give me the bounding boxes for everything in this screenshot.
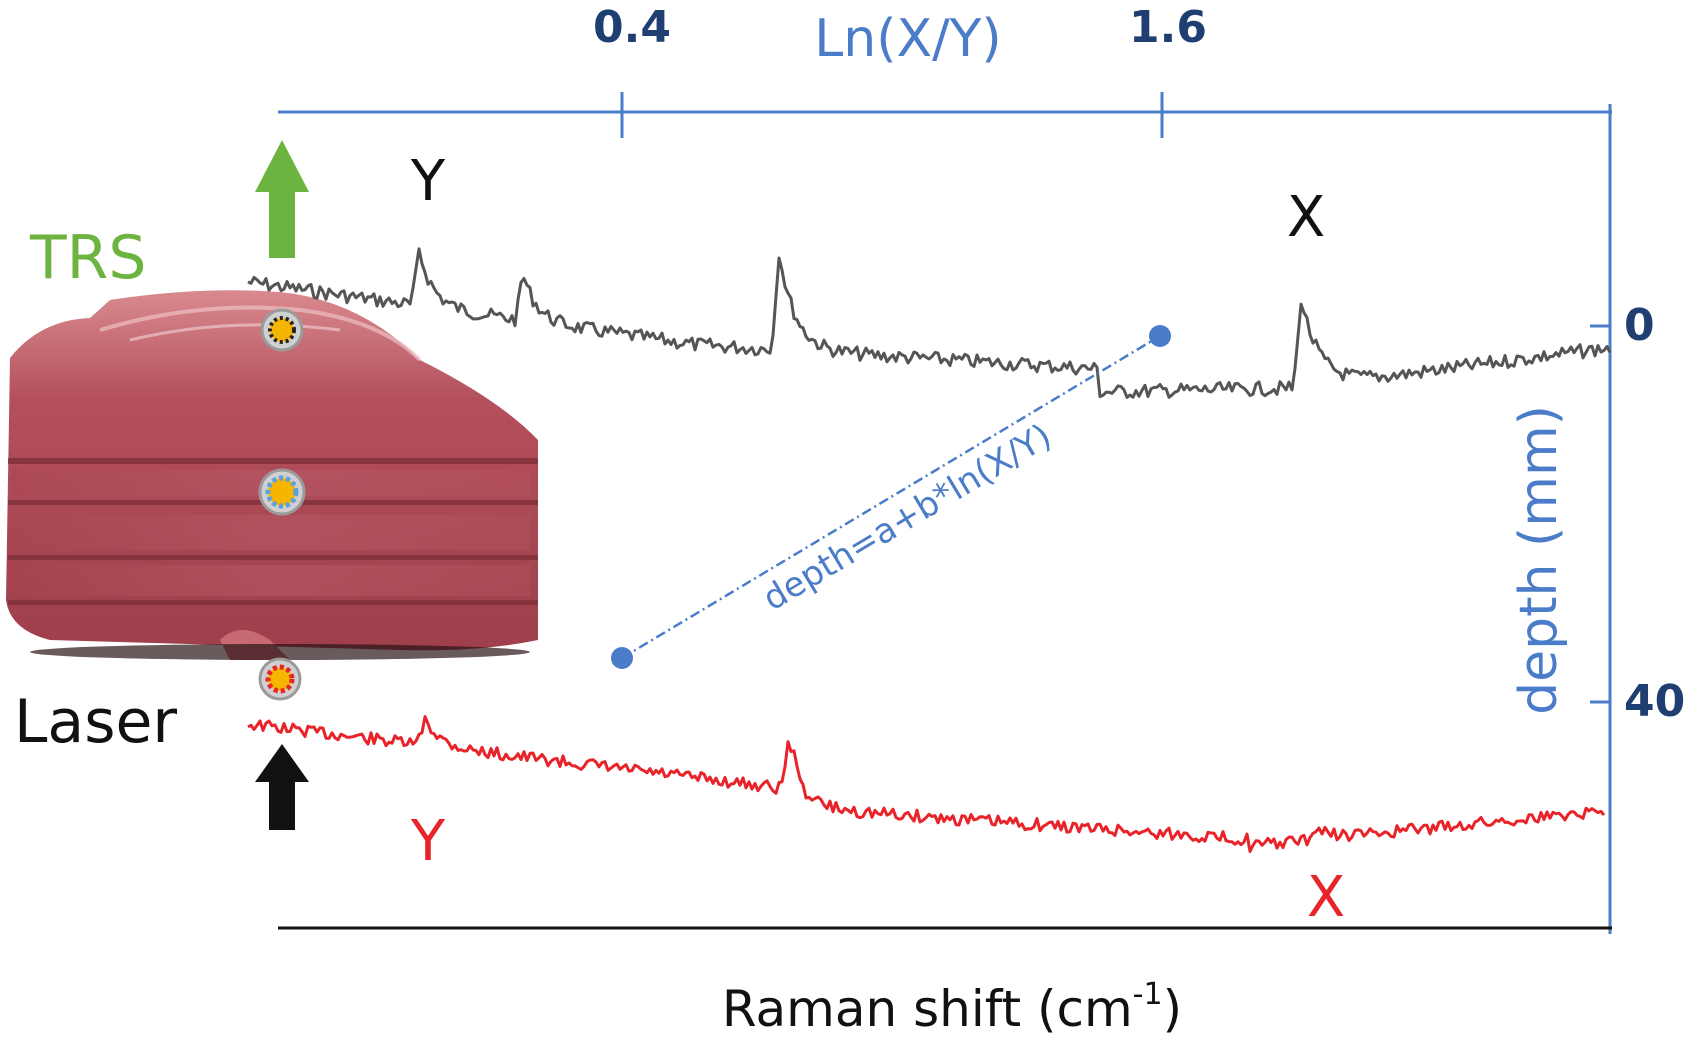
top-axis-title: Ln(X/Y) — [814, 9, 1001, 69]
trs-arrow-icon — [255, 140, 309, 258]
right-axis-title: depth (mm) — [1509, 405, 1569, 715]
peak-label-y-top: Y — [410, 149, 446, 214]
bottom-axis-title-close: ) — [1163, 980, 1183, 1038]
top-tick-label-1: 0.4 — [593, 2, 671, 53]
peak-label-x-bottom: X — [1307, 865, 1345, 930]
marker-bottom — [258, 657, 302, 701]
laser-label: Laser — [14, 687, 177, 757]
bottom-axis-title-main: Raman shift (cm — [722, 980, 1133, 1038]
bottom-axis-title: Raman shift (cm-1) — [722, 977, 1182, 1038]
laser-arrow-icon — [255, 744, 309, 830]
bottom-axis-title-sup: -1 — [1133, 977, 1163, 1012]
calibration-point-high — [1149, 325, 1171, 347]
calibration-line — [621, 334, 1161, 660]
equation-label: depth=a+b*ln(X/Y) — [756, 416, 1058, 619]
right-tick-label-0: 0 — [1624, 300, 1655, 351]
top-spectrum-trace — [247, 247, 1612, 399]
peak-label-y-bottom: Y — [410, 809, 446, 874]
calibration-point-low — [611, 647, 633, 669]
right-tick-label-40: 40 — [1624, 676, 1685, 727]
peak-label-x-top: X — [1287, 185, 1325, 250]
trs-label: TRS — [29, 223, 146, 293]
top-tick-label-2: 1.6 — [1129, 2, 1207, 53]
marker-middle — [258, 468, 306, 516]
bottom-spectrum-trace — [247, 715, 1606, 853]
marker-top — [260, 308, 304, 352]
